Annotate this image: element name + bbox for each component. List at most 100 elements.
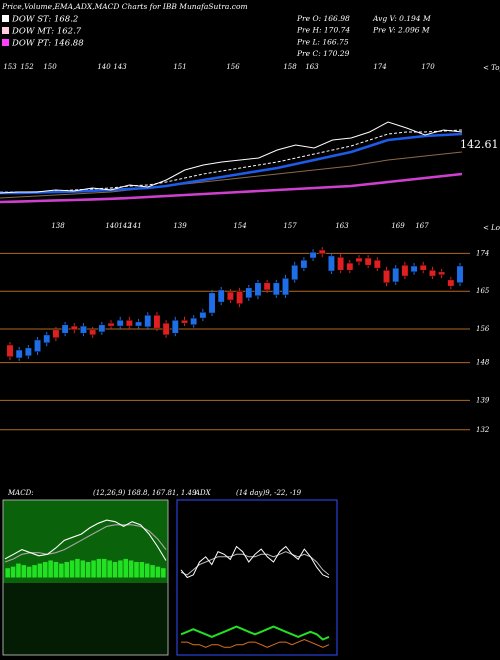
candle-body <box>199 311 207 319</box>
candle-body <box>171 319 179 334</box>
histogram-bar <box>69 560 75 578</box>
candle-body <box>43 334 51 344</box>
candle-body <box>153 314 161 329</box>
histogram-bar <box>91 560 96 578</box>
y-tick-label: 132 <box>476 426 490 434</box>
histogram-bar <box>118 560 123 578</box>
low-label: 157 <box>283 222 297 230</box>
candle-body <box>337 256 345 271</box>
candle-body <box>162 322 170 336</box>
y-tick-label: 174 <box>476 249 489 257</box>
candle-body <box>327 255 335 272</box>
candle-body <box>217 289 225 303</box>
legend-swatch <box>2 27 9 34</box>
top-label: 151 <box>173 63 186 71</box>
candle-body <box>34 339 42 352</box>
last-value: 142.61 <box>460 138 499 151</box>
candle-body <box>438 271 446 276</box>
top-label: 163 <box>305 63 319 71</box>
line <box>180 551 330 576</box>
quote: Pre O: 166.98 <box>296 14 350 23</box>
top-label: 156 <box>226 63 240 71</box>
histogram-bar <box>144 563 150 578</box>
top-label: 140 <box>97 63 111 71</box>
top-label: 152 <box>20 63 34 71</box>
candle-body <box>263 282 271 291</box>
y-tick-label: 148 <box>476 359 490 367</box>
top-label: 158 <box>283 63 297 71</box>
lows-label: < Lows <box>483 224 500 232</box>
legend-label: DOW MT: 162.7 <box>11 27 82 37</box>
top-label: 153 <box>3 63 17 71</box>
candle-body <box>135 321 143 327</box>
histogram-bar <box>48 560 53 578</box>
candle-body <box>80 325 87 334</box>
quote: Pre L: 166.75 <box>296 37 349 46</box>
histogram-bar <box>155 566 161 578</box>
candle-body <box>318 249 326 255</box>
candle-body <box>309 251 317 259</box>
candle-body <box>383 269 390 284</box>
candle-body <box>61 324 69 334</box>
top-label: 143 <box>113 63 127 71</box>
histogram-bar <box>32 565 37 578</box>
tops-label: < Tops <box>483 64 500 72</box>
y-tick-label: 139 <box>476 396 490 404</box>
candle-body <box>364 257 372 266</box>
candle-body <box>116 319 124 327</box>
histogram-bar <box>5 568 10 578</box>
histogram-bar <box>112 562 118 578</box>
low-label: 142 <box>118 222 132 230</box>
candle-body <box>428 269 436 277</box>
candle-body <box>52 329 60 339</box>
candle-body <box>208 292 216 314</box>
candle-body <box>6 344 14 357</box>
candle-body <box>410 265 418 273</box>
histogram-bar <box>59 563 64 578</box>
candle-body <box>401 264 409 277</box>
legend-swatch <box>2 15 9 22</box>
quote: Pre C: 170.29 <box>296 49 350 58</box>
y-tick-label: 165 <box>476 287 490 295</box>
candle-body <box>272 282 280 296</box>
histogram-bar <box>85 562 91 578</box>
histogram-bar <box>10 566 16 578</box>
legend-label: DOW PT: 146.88 <box>11 39 84 49</box>
top-label: 150 <box>43 63 57 71</box>
low-label: 167 <box>415 222 429 230</box>
histogram-bar <box>75 558 80 578</box>
candle-body <box>125 319 133 327</box>
volume: Avg V: 0.194 M <box>372 14 431 23</box>
line <box>0 132 463 195</box>
low-label: 138 <box>51 222 65 230</box>
histogram-bar <box>37 563 43 578</box>
histogram-bar <box>161 568 166 578</box>
line <box>0 172 463 204</box>
candle-body <box>15 349 23 359</box>
candle-body <box>291 264 299 281</box>
panel-bg <box>176 499 338 656</box>
line <box>0 151 463 199</box>
candle-body <box>346 262 354 271</box>
line <box>4 519 167 561</box>
low-label: 140 <box>105 222 119 230</box>
top-label: 174 <box>373 63 386 71</box>
legend-swatch <box>2 39 9 46</box>
histogram-bar <box>42 562 48 578</box>
candle-body <box>245 287 253 299</box>
candle-body <box>419 264 427 271</box>
legend-label: DOW ST: 168.2 <box>11 15 78 25</box>
histogram-bar <box>21 565 27 578</box>
histogram-bar <box>128 560 134 578</box>
candle-body <box>373 259 381 269</box>
candle-body <box>226 291 234 301</box>
low-label: 141 <box>128 222 141 230</box>
histogram-bar <box>134 562 139 578</box>
histogram-bar <box>102 558 107 578</box>
candle-body <box>282 277 289 296</box>
candle-body <box>89 329 97 336</box>
low-label: 163 <box>335 222 349 230</box>
candle-body <box>300 259 308 269</box>
